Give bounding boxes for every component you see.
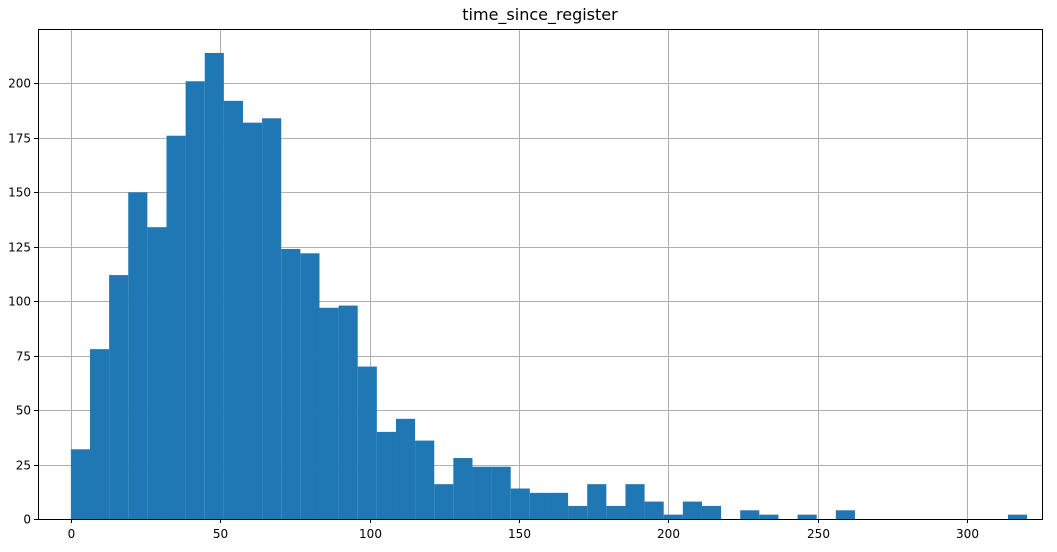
histogram-bar — [89, 349, 110, 519]
histogram-bar — [223, 100, 243, 519]
histogram-bar — [587, 484, 607, 519]
histogram-bar — [204, 52, 224, 519]
y-tick-label: 75 — [16, 350, 31, 364]
y-tick-label: 200 — [8, 77, 31, 91]
y-tick-label: 25 — [16, 459, 31, 473]
histogram-bar — [472, 466, 492, 519]
histogram-bar — [70, 449, 90, 519]
bars-layer — [70, 52, 1028, 520]
y-tick-label: 0 — [23, 513, 31, 527]
histogram-bar — [242, 122, 263, 520]
histogram-bar — [1007, 514, 1028, 519]
axes-layer: 0 50 100 150 200 250 300 0 25 50 75 100 125 150 175 200 — [8, 29, 1043, 541]
y-tick-label: 150 — [8, 186, 31, 200]
histogram-bar — [606, 505, 626, 519]
histogram-bar — [128, 192, 148, 520]
histogram-bar — [109, 275, 129, 519]
plot-frame — [38, 29, 1043, 520]
histogram-bar — [262, 118, 282, 520]
histogram-bar — [568, 505, 588, 519]
histogram-bar — [338, 305, 358, 519]
y-tick-label: 100 — [8, 295, 31, 309]
y-tick-label: 50 — [16, 404, 31, 418]
histogram-bar — [300, 253, 320, 520]
x-tick-label: 100 — [359, 527, 382, 541]
histogram-bar — [357, 366, 377, 519]
histogram-bar — [415, 440, 435, 519]
histogram-bar — [491, 466, 511, 519]
x-tick-label: 200 — [657, 527, 680, 541]
histogram-bar — [376, 431, 396, 519]
x-tick-label: 250 — [807, 527, 830, 541]
x-tick-label: 50 — [213, 527, 228, 541]
y-tick-label: 175 — [8, 132, 31, 146]
histogram-bar — [740, 510, 760, 519]
histogram-bar — [644, 501, 664, 519]
histogram-bar — [797, 514, 817, 519]
histogram-bar — [185, 81, 205, 520]
histogram-bar — [835, 510, 855, 519]
histogram-bar — [453, 458, 473, 519]
histogram-bar — [510, 488, 530, 519]
histogram-bar — [529, 492, 549, 519]
histogram-bar — [701, 505, 722, 519]
x-tick-label: 150 — [508, 527, 531, 541]
histogram-bar — [319, 307, 339, 519]
histogram-bar — [682, 501, 702, 519]
histogram-bar — [434, 484, 454, 519]
chart-title: time_since_register — [462, 5, 618, 25]
histogram-bar — [625, 484, 645, 519]
x-tick-label: 300 — [956, 527, 979, 541]
histogram-bar — [281, 248, 301, 519]
histogram-bar — [147, 227, 167, 519]
histogram-bar — [759, 514, 779, 519]
x-tick-label: 0 — [68, 527, 76, 541]
histogram-bar — [395, 418, 416, 519]
histogram-bar — [548, 492, 569, 519]
histogram-bar — [663, 514, 683, 519]
y-tick-label: 125 — [8, 241, 31, 255]
histogram-bar — [166, 135, 186, 519]
